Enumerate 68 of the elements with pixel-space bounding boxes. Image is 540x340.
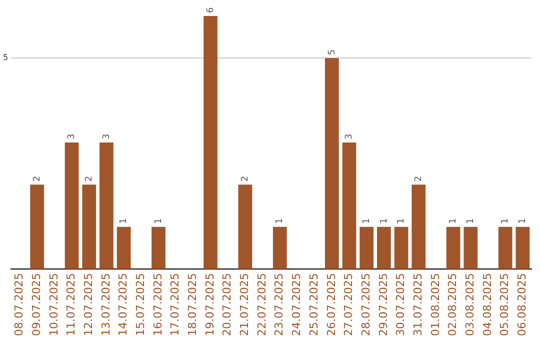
x-tick-label: 21.07.2025	[238, 273, 252, 336]
x-tick-label: 20.07.2025	[220, 273, 234, 336]
x-tick-label: 23.07.2025	[272, 273, 286, 336]
data-label: 2	[414, 176, 424, 182]
data-label: 3	[67, 134, 78, 140]
bar	[324, 58, 339, 270]
x-tick-label: 15.07.2025	[134, 273, 148, 336]
data-label: 1	[154, 218, 164, 224]
bar	[238, 184, 252, 270]
x-tick-label: 25.07.2025	[307, 273, 320, 336]
x-tick-label: 11.07.2025	[64, 273, 78, 336]
x-tick-label: 03.08.2025	[464, 273, 476, 336]
x-tick-label: 26.07.2025	[324, 273, 338, 336]
data-label: 1	[500, 218, 511, 224]
bar	[116, 226, 131, 270]
x-tick-label: 04.08.2025	[480, 273, 494, 336]
x-tick-label: 28.07.2025	[359, 273, 372, 336]
x-tick-label: 24.07.2025	[290, 273, 304, 336]
x-tick-label: 31.07.2025	[411, 273, 424, 336]
data-label: 6	[206, 7, 216, 13]
x-tick-label: 13.07.2025	[99, 273, 112, 336]
bar	[394, 226, 408, 270]
data-label: 3	[102, 134, 112, 140]
bar	[446, 226, 460, 270]
x-tick-label: 19.07.2025	[203, 273, 216, 336]
data-label: 1	[448, 218, 459, 224]
x-tick-label: 12.07.2025	[82, 273, 95, 336]
x-tick-label: 18.07.2025	[186, 273, 200, 336]
bar	[100, 142, 114, 270]
x-tick-label: 02.08.2025	[446, 273, 460, 336]
bar	[82, 184, 96, 270]
bar	[64, 142, 79, 270]
data-label: 1	[119, 218, 130, 224]
bar	[412, 184, 426, 270]
bar	[377, 226, 391, 270]
x-tick-label: 14.07.2025	[116, 273, 130, 336]
data-label: 1	[362, 218, 372, 224]
x-tick-label: 05.08.2025	[498, 273, 512, 336]
x-tick-label: 09.07.2025	[30, 273, 43, 336]
data-label: 1	[275, 218, 286, 224]
data-label: 2	[84, 176, 94, 182]
x-tick-label: 29.07.2025	[376, 273, 390, 336]
bar	[272, 226, 287, 270]
x-tick-label: 06.08.2025	[516, 273, 529, 336]
x-tick-label: 08.07.2025	[12, 273, 26, 336]
data-label: 1	[466, 218, 476, 224]
data-label: 2	[32, 176, 42, 182]
bar	[516, 226, 530, 270]
x-tick-label: 16.07.2025	[151, 273, 164, 336]
bar	[204, 16, 218, 270]
bar	[342, 142, 356, 270]
x-tick-label: 10.07.2025	[47, 273, 60, 336]
data-label: 1	[396, 218, 407, 224]
data-label: 2	[240, 176, 251, 182]
data-label: 3	[344, 134, 355, 140]
data-label: 1	[518, 218, 528, 224]
data-label: 1	[379, 218, 390, 224]
x-tick-label: 01.08.2025	[428, 273, 442, 336]
bar	[30, 184, 44, 270]
bar	[360, 226, 374, 270]
data-label: 5	[327, 49, 338, 56]
x-tick-label: 27.07.2025	[342, 273, 356, 336]
x-tick-label: 22.07.2025	[255, 273, 268, 336]
bar	[498, 226, 512, 270]
x-tick-label: 17.07.2025	[168, 273, 182, 336]
bar	[152, 226, 166, 270]
x-tick-label: 30.07.2025	[394, 273, 408, 336]
bar	[464, 226, 478, 270]
